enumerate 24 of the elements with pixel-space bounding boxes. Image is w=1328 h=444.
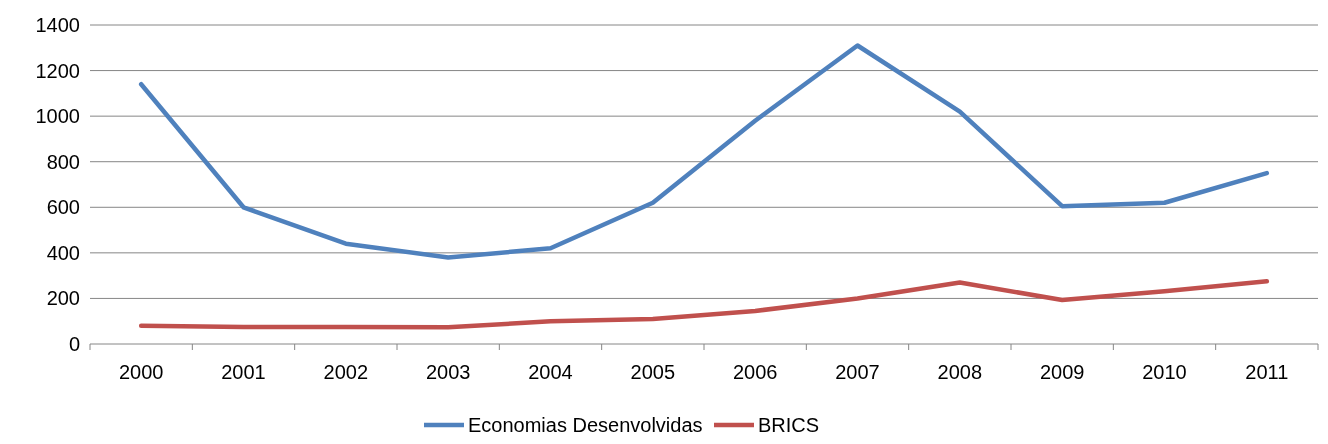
y-tick-label: 1000 [35,105,80,128]
x-tick-label: 2004 [528,361,573,383]
x-tick-label: 2002 [323,361,369,383]
line-series [138,279,1270,330]
x-tick-label: 2010 [1142,361,1187,383]
y-tick-label: 1400 [35,14,80,36]
y-tick-label: 800 [46,150,80,173]
x-tick-label: 2003 [425,361,471,383]
legend-label: Economias Desenvolvidas [468,414,703,436]
x-tick-label: 2007 [835,361,880,383]
x-tick-label: 2001 [221,361,266,383]
y-tick-label: 1200 [35,59,80,82]
y-tick-label: 200 [46,287,80,310]
x-tick-label: 2011 [1245,361,1289,383]
x-tick-label: 2006 [732,361,778,383]
y-tick-label: 0 [68,333,80,355]
y-tick-label: 600 [46,196,80,219]
x-tick-label: 2000 [118,361,164,383]
legend-label: BRICS [758,414,820,436]
x-tick-label: 2005 [630,361,676,383]
x-tick-label: 2008 [937,361,983,383]
y-tick-label: 400 [46,241,80,264]
line-series [138,43,1270,260]
x-tick-label: 2009 [1039,361,1085,383]
